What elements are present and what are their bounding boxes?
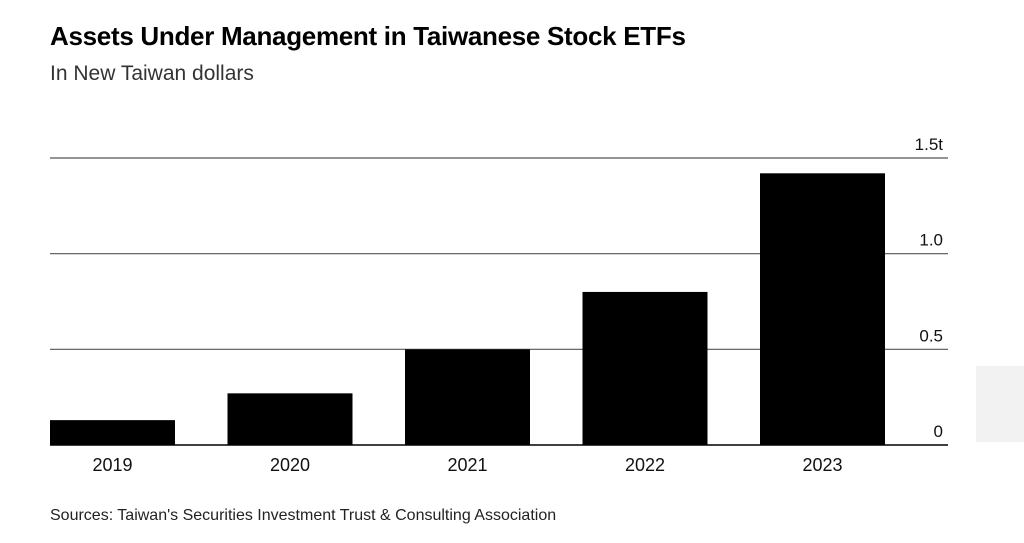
bar-2019	[50, 420, 175, 445]
y-axis-labels: 0 0.5 1.0 1.5t	[915, 135, 944, 441]
side-panel-placeholder	[976, 366, 1024, 442]
x-axis-labels: 2019 2020 2021 2022 2023	[92, 455, 842, 475]
bars	[50, 173, 885, 445]
y-tick-label: 0.5	[919, 326, 943, 345]
chart-subtitle: In New Taiwan dollars	[50, 62, 254, 85]
bar-2020	[227, 393, 353, 445]
source-note: Sources: Taiwan's Securities Investment …	[50, 507, 557, 524]
x-tick-label: 2019	[92, 455, 132, 475]
bar-2021	[405, 349, 530, 445]
y-tick-label: 1.5t	[915, 135, 944, 154]
y-tick-label: 0	[934, 422, 943, 441]
x-tick-label: 2022	[625, 455, 665, 475]
x-tick-label: 2023	[802, 455, 842, 475]
x-tick-label: 2020	[270, 455, 310, 475]
y-tick-label: 1.0	[919, 231, 943, 250]
bar-2022	[582, 291, 708, 445]
bar-2023	[760, 173, 885, 445]
chart-title: Assets Under Management in Taiwanese Sto…	[50, 21, 686, 51]
x-tick-label: 2021	[447, 455, 487, 475]
